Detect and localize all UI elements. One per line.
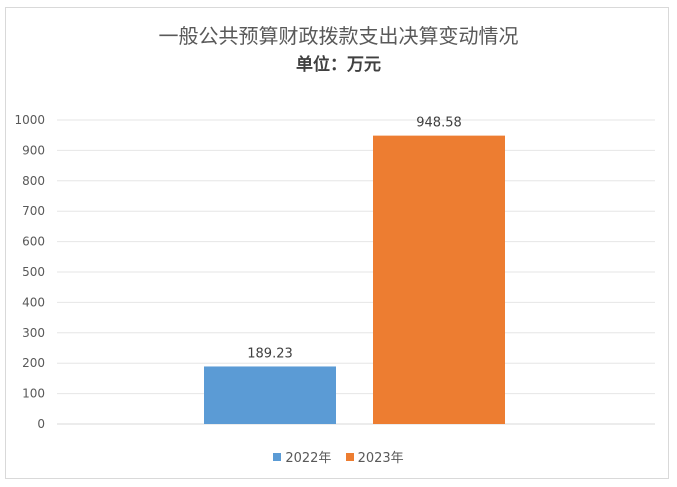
y-tick-label: 1000 [14, 113, 45, 127]
bar-2022年 [204, 366, 336, 424]
chart-title: 一般公共预算财政拨款支出决算变动情况 [158, 24, 519, 48]
y-tick-label: 200 [22, 356, 45, 370]
legend-swatch [273, 452, 282, 461]
legend-item-2023: 2023年 [345, 447, 404, 466]
y-tick-label: 800 [22, 174, 45, 188]
chart-frame [5, 7, 669, 479]
y-tick-label: 600 [22, 235, 45, 249]
y-tick-label: 0 [37, 417, 45, 431]
y-tick-label: 900 [22, 143, 45, 157]
y-tick-label: 700 [22, 204, 45, 218]
bar-2023年 [373, 135, 505, 424]
data-label: 189.23 [247, 346, 293, 361]
y-tick-label: 300 [22, 326, 45, 340]
legend-label: 2023年 [357, 451, 404, 466]
data-label: 948.58 [416, 116, 462, 131]
legend-swatch [345, 452, 354, 461]
legend: 2022年 2023年 [0, 447, 677, 466]
y-tick-label: 100 [22, 387, 45, 401]
y-tick-label: 400 [22, 295, 45, 309]
legend-item-2022: 2022年 [273, 447, 331, 466]
y-tick-label: 500 [22, 265, 45, 279]
legend-label: 2022年 [285, 451, 332, 466]
chart-subtitle: 单位：万元 [296, 55, 381, 75]
